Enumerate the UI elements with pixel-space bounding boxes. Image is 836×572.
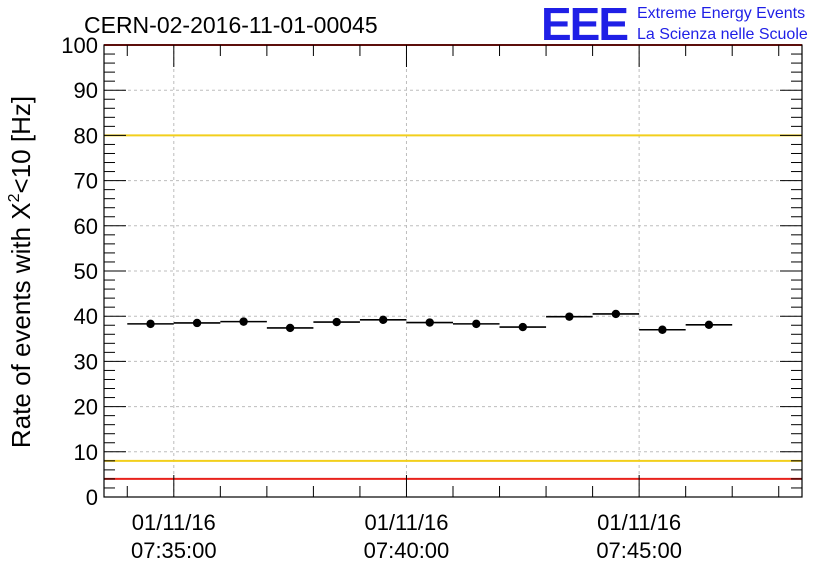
data-point xyxy=(658,325,667,334)
data-point xyxy=(425,318,434,327)
data-point xyxy=(704,320,714,329)
logo-line-1: Extreme Energy Events xyxy=(637,5,805,22)
data-point xyxy=(146,319,155,329)
x-tick-label-time: 07:45:00 xyxy=(596,538,682,563)
y-tick-label: 70 xyxy=(74,169,98,194)
data-point xyxy=(332,317,341,327)
data-point xyxy=(285,323,295,333)
y-tick-label: 20 xyxy=(74,395,98,420)
data-point xyxy=(192,318,202,328)
y-tick-label: 30 xyxy=(74,349,98,374)
x-tick-label-date: 01/11/16 xyxy=(132,510,216,535)
y-tick-label: 10 xyxy=(74,440,98,465)
y-tick-label: 60 xyxy=(74,214,98,239)
data-point xyxy=(379,315,388,325)
data-point xyxy=(611,309,621,319)
y-tick-label: 40 xyxy=(74,304,98,329)
y-tick-label: 100 xyxy=(61,33,98,58)
x-tick-label-date: 01/11/16 xyxy=(597,510,681,535)
x-tick-label-time: 07:40:00 xyxy=(364,538,450,563)
y-tick-label: 80 xyxy=(74,123,98,148)
data-point xyxy=(565,312,574,321)
eee-logo: EEE xyxy=(541,0,627,50)
chart-title: CERN-02-2016-11-01-00045 xyxy=(84,12,378,38)
tick-labels: 0 10 20 30 40 50 60 70 80 90 100 01/11/16 07:35:00 01… xyxy=(61,33,682,563)
y-axis-title-main: Rate of events with X xyxy=(6,202,36,448)
reference-lines xyxy=(104,44,802,480)
x-tick-label-date: 01/11/16 xyxy=(364,510,448,535)
y-axis-title-tail: <10 [Hz] xyxy=(6,96,36,194)
y-tick-label: 50 xyxy=(74,259,98,284)
y-tick-label: 0 xyxy=(86,485,98,510)
axes xyxy=(103,44,803,498)
data-point xyxy=(239,317,248,326)
data-point xyxy=(472,319,481,329)
y-tick-label: 90 xyxy=(74,78,98,103)
data-points xyxy=(127,309,733,334)
data-point xyxy=(518,322,527,332)
x-tick-label-time: 07:35:00 xyxy=(131,538,217,563)
grid-lines xyxy=(104,45,802,497)
logo-line-2: La Scienza nelle Scuole xyxy=(637,26,808,43)
y-axis-title: Rate of events with X2<10 [Hz] xyxy=(6,96,36,448)
y-axis-title-sup: 2 xyxy=(6,193,23,202)
